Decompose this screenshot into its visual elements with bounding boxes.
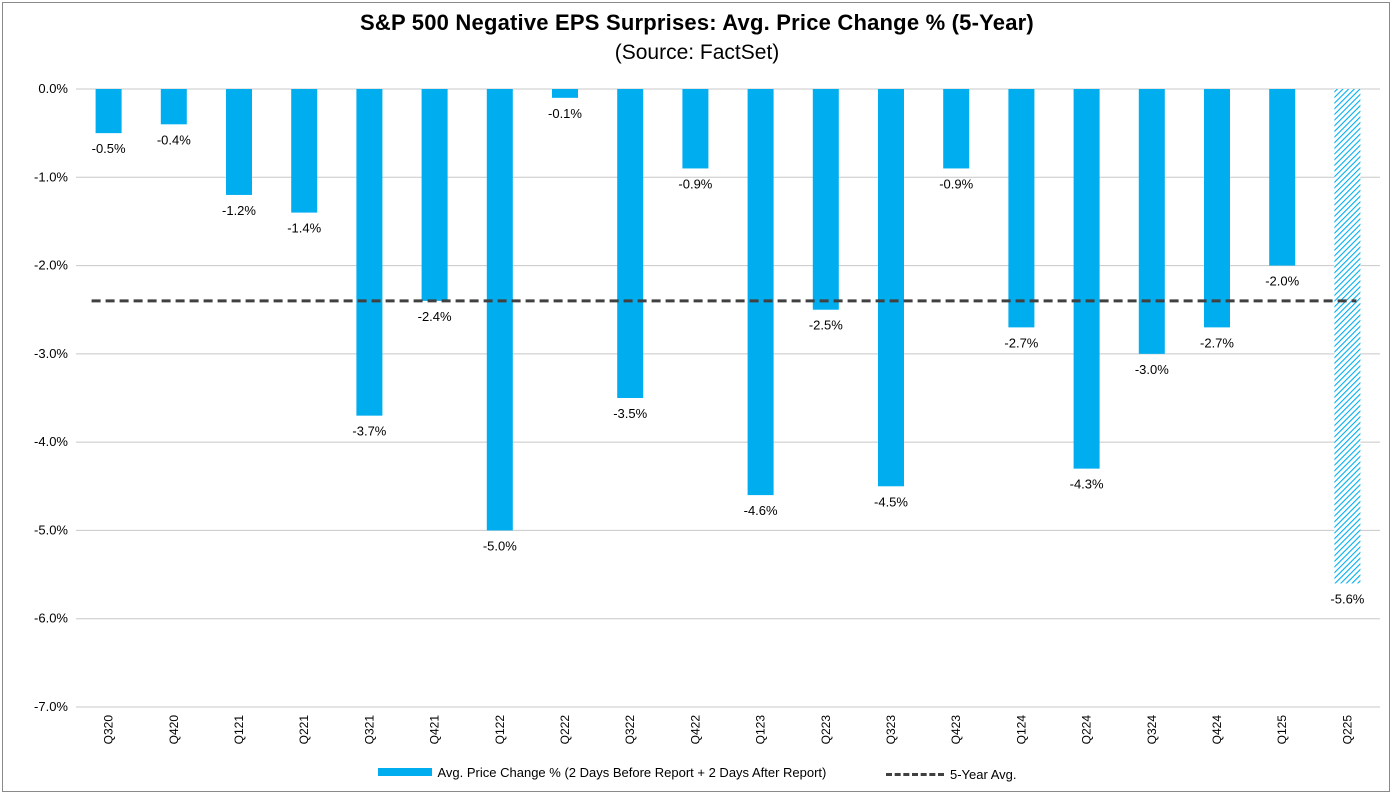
chart-legend: Avg. Price Change % (2 Days Before Repor…	[0, 764, 1394, 782]
x-tick-label: Q224	[1080, 715, 1094, 745]
bar-q122	[486, 89, 513, 531]
x-tick-label: Q320	[102, 715, 116, 745]
data-label: -0.9%	[678, 176, 712, 191]
data-label: -4.6%	[744, 503, 778, 518]
data-label: -0.1%	[548, 106, 582, 121]
legend-swatch-bar	[377, 768, 432, 776]
data-label: -3.5%	[613, 406, 647, 421]
x-tick-label: Q323	[884, 715, 898, 745]
bar-q123	[747, 89, 774, 496]
y-tick-label: -6.0%	[34, 611, 68, 626]
bar-q223	[812, 89, 839, 310]
legend-label-average: 5-Year Avg.	[949, 767, 1017, 782]
chart-title: S&P 500 Negative EPS Surprises: Avg. Pri…	[360, 10, 1034, 35]
x-tick-label: Q222	[558, 715, 572, 745]
data-label: -1.4%	[287, 221, 321, 236]
y-tick-label: -4.0%	[34, 434, 68, 449]
x-tick-label: Q422	[688, 715, 702, 745]
bar-q424	[1204, 89, 1230, 328]
x-tick-label: Q420	[167, 715, 181, 745]
data-label: -2.7%	[1200, 335, 1234, 350]
bar-q324	[1138, 89, 1165, 354]
data-label: -3.0%	[1135, 362, 1169, 377]
legend-label-price-change: Avg. Price Change % (2 Days Before Repor…	[437, 764, 827, 780]
bar-q125	[1269, 89, 1296, 266]
x-tick-label: Q322	[623, 715, 637, 745]
data-label: -5.0%	[483, 538, 517, 553]
data-label: -2.7%	[1004, 335, 1038, 350]
x-tick-label: Q123	[754, 715, 768, 745]
data-label: -4.5%	[874, 494, 908, 509]
y-tick-label: 0.0%	[38, 81, 68, 96]
bar-q222	[552, 89, 578, 98]
legend-swatch-dash	[885, 773, 944, 776]
bar-q322	[617, 89, 644, 398]
legend-item-price-change: Avg. Price Change % (2 Days Before Repor…	[377, 764, 827, 780]
x-tick-label: Q125	[1275, 715, 1289, 745]
bar-q321	[356, 89, 383, 416]
data-label: -3.7%	[352, 424, 386, 439]
bar-q421	[421, 89, 448, 301]
x-tick-label: Q423	[949, 715, 963, 745]
legend-item-average: 5-Year Avg.	[885, 767, 1017, 782]
data-label: -4.3%	[1070, 477, 1104, 492]
y-tick-label: -1.0%	[34, 169, 68, 184]
data-label: -2.5%	[809, 318, 843, 333]
x-tick-label: Q221	[297, 715, 311, 745]
chart-plot-area: 0.0%-1.0%-2.0%-3.0%-4.0%-5.0%-6.0%-7.0% …	[34, 81, 1380, 745]
y-tick-label: -3.0%	[34, 346, 68, 361]
bar-q422	[682, 89, 709, 169]
x-tick-label: Q225	[1340, 715, 1354, 745]
chart-subtitle: (Source: FactSet)	[614, 41, 780, 64]
data-label: -1.2%	[222, 203, 256, 218]
bar-q124	[1008, 89, 1035, 328]
x-tick-label: Q121	[232, 715, 246, 745]
bar-q221	[291, 89, 318, 213]
bar-q225	[1334, 89, 1361, 584]
bar-q224	[1073, 89, 1100, 469]
x-tick-label: Q421	[428, 715, 442, 745]
y-tick-label: -5.0%	[34, 522, 68, 537]
bar-q323	[878, 89, 904, 487]
data-label: -0.4%	[157, 132, 191, 147]
bar-q320	[95, 89, 122, 134]
x-tick-label: Q122	[493, 715, 507, 745]
x-tick-label: Q424	[1210, 715, 1224, 745]
data-label: -2.0%	[1265, 274, 1299, 289]
x-tick-label: Q223	[819, 715, 833, 745]
y-tick-label: -2.0%	[34, 258, 68, 273]
data-label: -5.6%	[1330, 591, 1364, 606]
bar-q423	[943, 89, 970, 169]
x-tick-label: Q321	[362, 715, 376, 745]
y-tick-label: -7.0%	[34, 699, 68, 714]
data-label: -0.9%	[939, 176, 973, 191]
data-label: -0.5%	[92, 141, 126, 156]
data-label: -2.4%	[418, 309, 452, 324]
bar-q420	[160, 89, 187, 125]
bar-q121	[226, 89, 252, 195]
x-tick-label: Q324	[1145, 715, 1159, 745]
x-tick-label: Q124	[1014, 715, 1028, 745]
